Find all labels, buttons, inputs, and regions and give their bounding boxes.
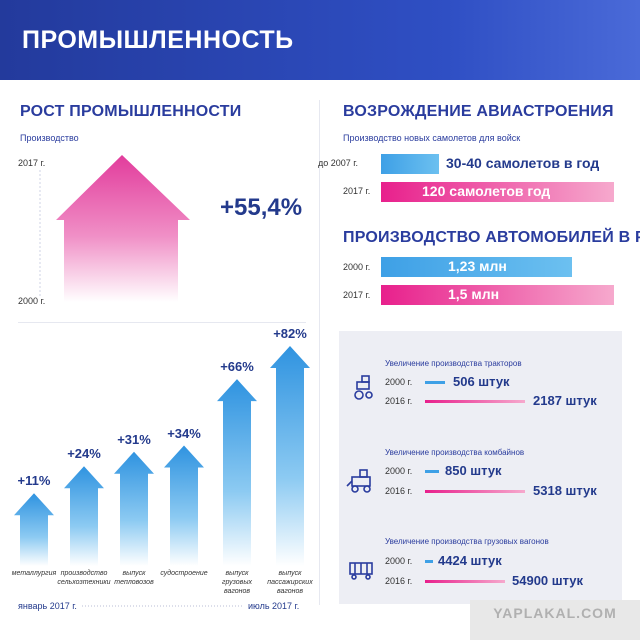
industry-title: РОСТ ПРОМЫШЛЕННОСТИ	[20, 103, 242, 120]
period-start: январь 2017 г.	[18, 601, 77, 611]
tractor-year-2: 2016 г.	[385, 396, 413, 406]
machinery-panel	[339, 331, 622, 604]
aviation-bar-1	[381, 154, 439, 174]
wagon-line-2	[425, 580, 505, 583]
horizontal-divider	[18, 322, 306, 323]
sector-category-label-2: выпуск тепловозов	[114, 570, 154, 586]
sector-value-label-1: +24%	[67, 446, 101, 462]
watermark: YAPLAKAL.COM	[470, 600, 640, 640]
header-banner: ПРОМЫШЛЕННОСТЬ	[0, 0, 640, 80]
sector-arrow-0	[14, 493, 54, 566]
sector-arrow-4	[217, 379, 257, 566]
harvester-line-1	[425, 470, 439, 473]
sector-category-label-3: судостроение	[160, 570, 208, 577]
tractor-line-1	[425, 381, 445, 384]
industry-growth-value: +55,4%	[220, 194, 303, 221]
period-end: июль 2017 г.	[248, 601, 300, 611]
sector-category-label-5: выпуск пассажирских вагонов	[267, 570, 313, 595]
sector-value-label-2: +31%	[117, 431, 151, 447]
harvester-year-1: 2000 г.	[385, 466, 413, 476]
wagon-year-1: 2000 г.	[385, 556, 413, 566]
page-title: ПРОМЫШЛЕННОСТЬ	[22, 26, 294, 54]
sector-arrow-5	[270, 346, 310, 566]
wagon-year-2: 2016 г.	[385, 576, 413, 586]
auto-year-1: 2000 г.	[343, 262, 371, 272]
sector-arrow-3	[164, 445, 204, 566]
aviation-value-2: 120 самолетов год	[422, 183, 551, 199]
auto-value-1: 1,23 млн	[448, 258, 507, 274]
sector-category-label-0: металлургия	[11, 570, 57, 577]
auto-value-2: 1,5 млн	[448, 286, 500, 302]
big-growth-arrow-icon	[56, 155, 190, 302]
harvester-title: Увеличение производства комбайнов	[385, 448, 525, 457]
wagon-line-1	[425, 560, 433, 563]
sector-arrow-1	[64, 466, 104, 566]
auto-title: ПРОИЗВОДСТВО АВТОМОБИЛЕЙ В РФ	[343, 229, 640, 246]
industry-subtitle: Производство	[20, 133, 79, 143]
sector-growth-bars	[14, 346, 310, 566]
sector-value-label-3: +34%	[167, 425, 201, 441]
aviation-year-1: до 2007 г.	[318, 158, 358, 168]
aviation-title: ВОЗРОЖДЕНИЕ АВИАСТРОЕНИЯ	[343, 103, 614, 120]
sector-category-label-1: производство сельхозтехники	[57, 570, 111, 586]
aviation-subtitle: Производство новых самолетов для войск	[343, 133, 521, 143]
harvester-value-1: 850 штук	[445, 463, 502, 478]
auto-year-2: 2017 г.	[343, 290, 371, 300]
wagon-value-2: 54900 штук	[512, 573, 584, 588]
sector-category-label-4: выпуск грузовых вагонов	[222, 570, 252, 595]
aviation-value-1: 30-40 самолетов в год	[446, 155, 600, 171]
tractor-title: Увеличение производства тракторов	[385, 359, 522, 368]
harvester-line-2	[425, 490, 525, 493]
tractor-value-1: 506 штук	[453, 374, 510, 389]
sector-value-label-5: +82%	[273, 326, 307, 341]
industry-year-top: 2017 г.	[18, 158, 46, 168]
tractor-line-2	[425, 400, 525, 403]
harvester-value-2: 5318 штук	[533, 483, 597, 498]
aviation-bar-2	[381, 182, 614, 202]
sector-arrow-2	[114, 451, 154, 566]
aviation-year-2: 2017 г.	[343, 186, 371, 196]
industry-year-bottom: 2000 г.	[18, 296, 46, 306]
sector-value-label-4: +66%	[220, 359, 254, 375]
wagon-title: Увеличение производства грузовых вагонов	[385, 537, 549, 546]
sector-value-label-0: +11%	[17, 473, 51, 489]
tractor-year-1: 2000 г.	[385, 377, 413, 387]
auto-bar-1	[381, 257, 572, 277]
vertical-divider	[319, 100, 320, 605]
wagon-value-1: 4424 штук	[438, 553, 502, 568]
harvester-year-2: 2016 г.	[385, 486, 413, 496]
tractor-value-2: 2187 штук	[533, 393, 597, 408]
auto-bar-2	[381, 285, 614, 305]
